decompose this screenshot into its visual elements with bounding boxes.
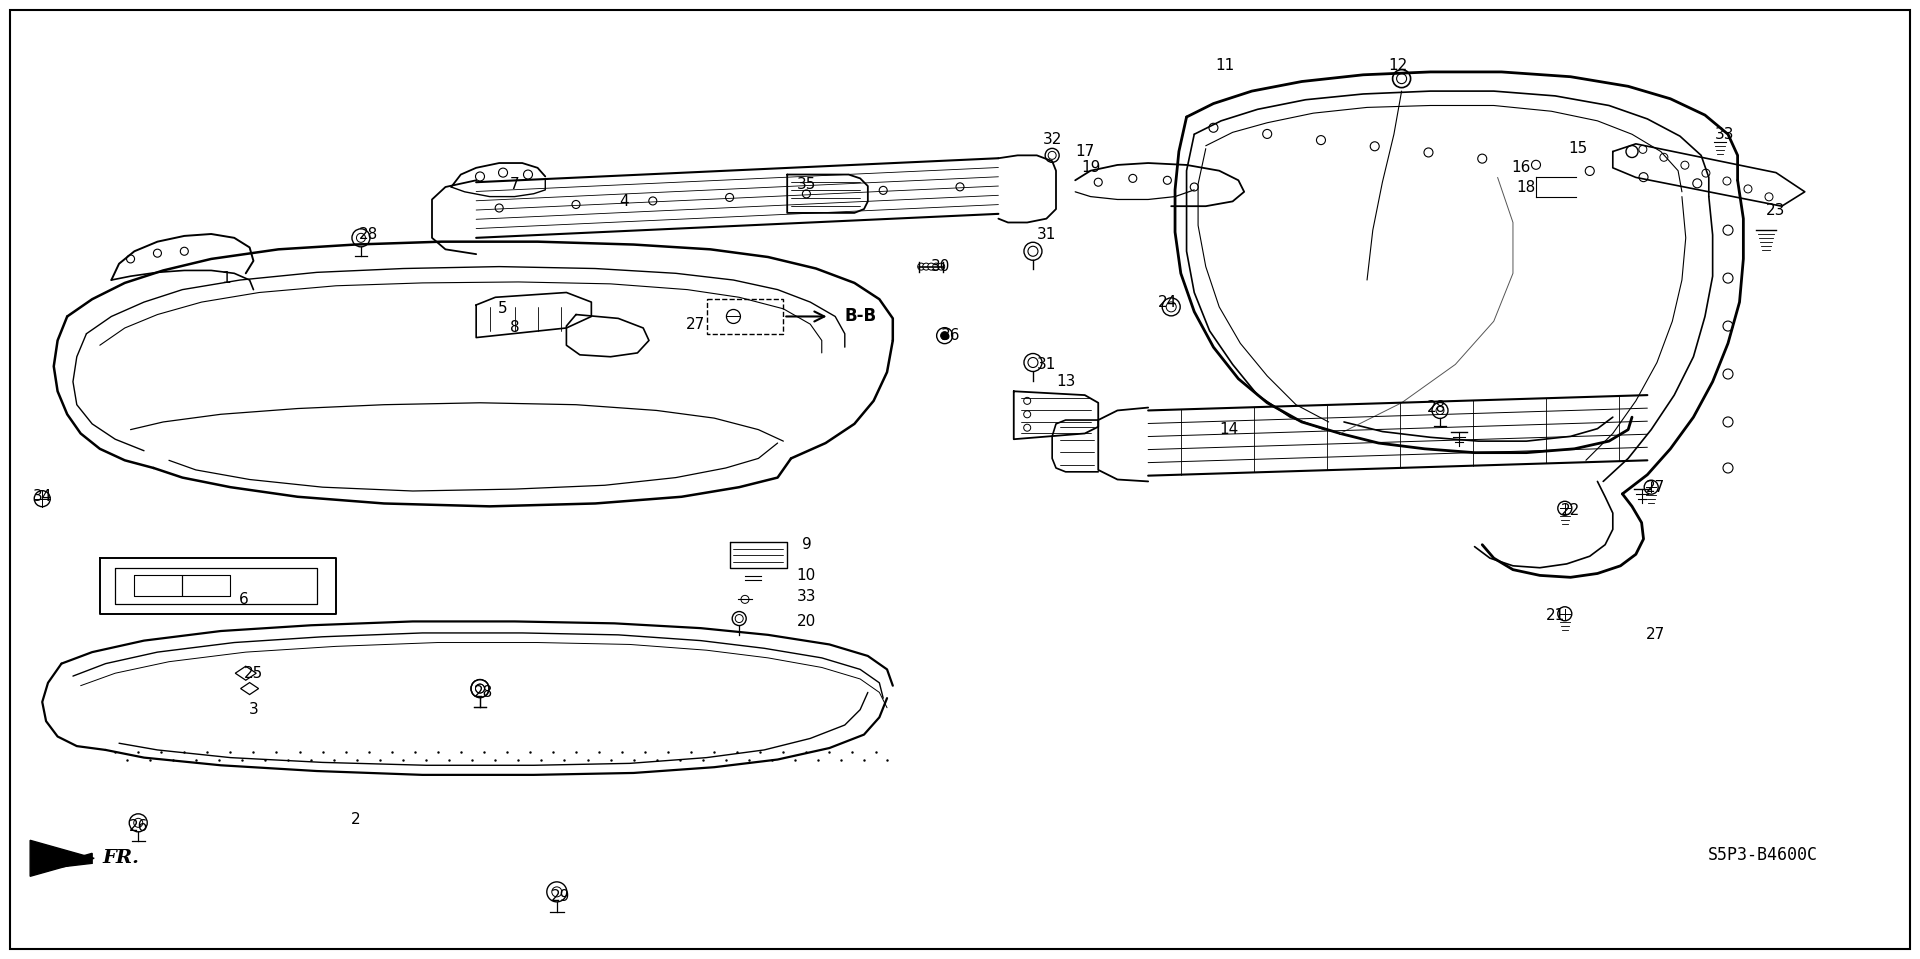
Text: 29: 29 [551,889,570,904]
Text: B-B: B-B [845,308,877,325]
Circle shape [927,263,935,270]
Text: 21: 21 [1546,608,1565,623]
Text: FR.: FR. [102,850,138,867]
Text: 27: 27 [685,316,705,332]
Text: 17: 17 [1075,144,1094,159]
Text: 31: 31 [1037,357,1056,372]
Text: 13: 13 [1056,374,1075,389]
Circle shape [1701,169,1711,177]
Text: 34: 34 [33,489,52,504]
Text: S5P3-B4600C: S5P3-B4600C [1707,847,1818,864]
Circle shape [918,263,925,270]
Text: 31: 31 [1037,227,1056,243]
Circle shape [127,255,134,263]
Polygon shape [31,840,94,877]
Text: 36: 36 [941,328,960,343]
Text: 22: 22 [1561,503,1580,518]
Text: 27: 27 [1645,480,1665,495]
Circle shape [1743,185,1751,193]
Text: 7: 7 [509,176,520,192]
Text: 27: 27 [1645,627,1665,643]
Circle shape [1680,161,1690,169]
Circle shape [924,263,929,270]
Text: 18: 18 [1517,179,1536,195]
Text: 35: 35 [797,176,816,192]
Text: 15: 15 [1569,141,1588,156]
Circle shape [1722,177,1732,185]
Text: 6: 6 [238,592,250,607]
Text: 24: 24 [1158,294,1177,310]
Text: 12: 12 [1388,58,1407,73]
Circle shape [941,332,948,339]
Circle shape [180,247,188,255]
Text: 33: 33 [797,589,816,604]
Circle shape [499,168,507,177]
Circle shape [1661,153,1668,161]
Text: 10: 10 [797,568,816,583]
Text: 20: 20 [797,614,816,629]
Text: 33: 33 [1715,127,1734,142]
Circle shape [524,170,532,179]
Text: 25: 25 [244,666,263,681]
Text: 2: 2 [349,812,361,828]
Text: 32: 32 [1043,131,1062,147]
Text: 30: 30 [931,259,950,274]
Circle shape [1764,193,1772,200]
Circle shape [154,249,161,257]
Text: 14: 14 [1219,422,1238,437]
Text: 23: 23 [1766,203,1786,219]
Circle shape [933,263,939,270]
Text: 9: 9 [801,537,812,552]
Polygon shape [33,854,92,871]
Circle shape [1640,146,1647,153]
Circle shape [476,172,484,181]
Text: 8: 8 [509,320,520,336]
Text: 26: 26 [129,819,148,834]
Text: 5: 5 [497,301,509,316]
Text: 19: 19 [1081,160,1100,175]
Text: 3: 3 [248,702,259,717]
Text: 28: 28 [474,685,493,700]
Text: 28: 28 [359,227,378,243]
Circle shape [937,263,945,270]
Text: 16: 16 [1511,160,1530,175]
Text: 4: 4 [618,194,630,209]
Text: 1: 1 [221,270,232,286]
Text: 11: 11 [1215,58,1235,73]
Text: 28: 28 [1427,400,1446,415]
